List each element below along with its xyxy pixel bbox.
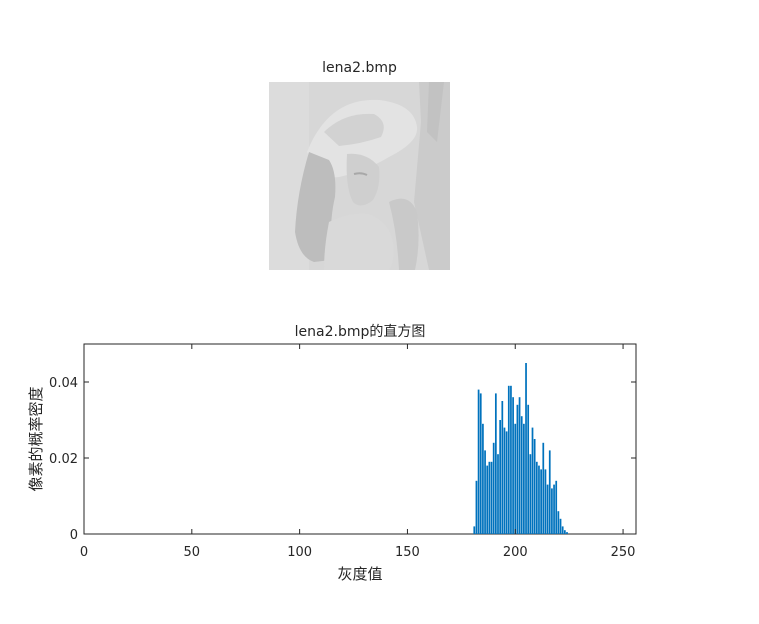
histogram-bar (525, 363, 527, 534)
y-tick-label: 0 (70, 528, 78, 543)
histogram-bar (499, 420, 502, 534)
histogram-bar (497, 454, 499, 534)
y-tick-label: 0.04 (49, 376, 78, 391)
histogram-bar (505, 431, 508, 534)
histogram-bar (482, 423, 484, 534)
histogram-bar (542, 442, 545, 534)
histogram-bar (566, 532, 568, 534)
lena-image (269, 82, 450, 270)
histogram-bar (540, 469, 542, 534)
y-axis-label: 像素的概率密度 (27, 386, 45, 491)
histogram-bar (516, 404, 519, 534)
histogram-bar (555, 480, 558, 534)
histogram-bar (518, 397, 521, 534)
histogram-bar (551, 488, 553, 534)
histogram-bar (494, 393, 497, 534)
histogram-bar (479, 393, 482, 534)
histogram-bar (523, 423, 525, 534)
plot-area: 0 50 100 150 200 250 0 0.02 0.04 (49, 343, 637, 560)
histogram-bar (546, 484, 549, 534)
histogram-bar (557, 511, 560, 534)
x-tick-label: 100 (287, 545, 312, 560)
x-tick-label: 200 (503, 545, 528, 560)
histogram-bar (501, 401, 504, 534)
histogram-bar (559, 518, 562, 534)
histogram-bar (492, 442, 495, 534)
histogram-bar (473, 526, 476, 534)
histogram-bar (475, 480, 478, 534)
histogram-bar (533, 439, 536, 534)
histogram-bar (507, 385, 510, 534)
y-tick-label: 0.02 (49, 452, 78, 467)
chart-title: lena2.bmp的直方图 (294, 324, 426, 340)
histogram-bar (535, 461, 538, 534)
histogram-bar (529, 454, 532, 534)
histogram-bar (531, 427, 534, 534)
histogram-bar (486, 465, 489, 534)
histogram-bar (563, 530, 566, 534)
x-tick-label: 0 (80, 545, 88, 560)
histogram-bar (503, 427, 506, 534)
histogram-bar (520, 416, 523, 534)
histogram-bar (512, 397, 514, 534)
histogram-bar (514, 423, 517, 534)
histogram-bar (510, 385, 512, 534)
histogram-bar (527, 404, 530, 534)
x-axis-label: 灰度值 (337, 565, 382, 583)
histogram-bar (548, 450, 551, 534)
histogram-bar (553, 484, 555, 534)
histogram-bar (477, 389, 480, 534)
x-tick-label: 250 (611, 545, 636, 560)
histogram-bar (544, 469, 547, 534)
histogram-bar (490, 461, 493, 534)
x-tick-label: 150 (395, 545, 420, 560)
image-title: lena2.bmp (322, 60, 397, 76)
x-tick-label: 50 (184, 545, 201, 560)
histogram-bar (488, 461, 491, 534)
histogram-bar (538, 465, 540, 534)
histogram-bar (484, 450, 486, 534)
histogram-bar (561, 526, 564, 534)
